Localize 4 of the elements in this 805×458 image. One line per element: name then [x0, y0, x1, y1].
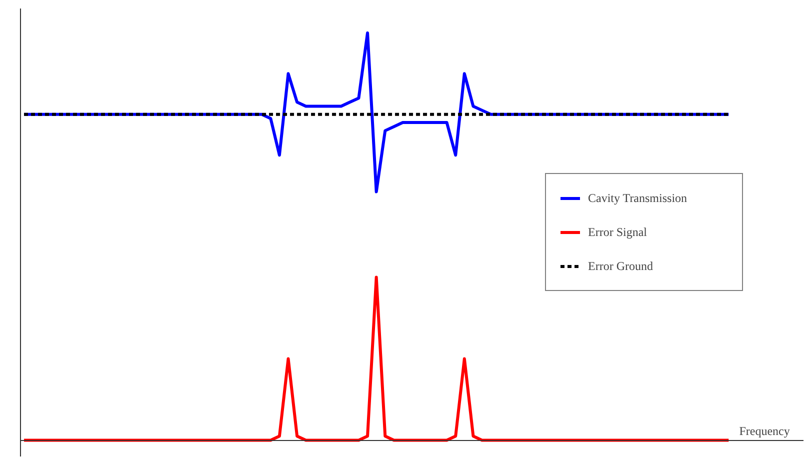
- legend-label: Error Signal: [588, 224, 648, 240]
- legend-label: Error Ground: [588, 258, 654, 274]
- legend-label: Cavity Transmission: [588, 190, 688, 206]
- x-axis-title: Frequency: [739, 424, 790, 438]
